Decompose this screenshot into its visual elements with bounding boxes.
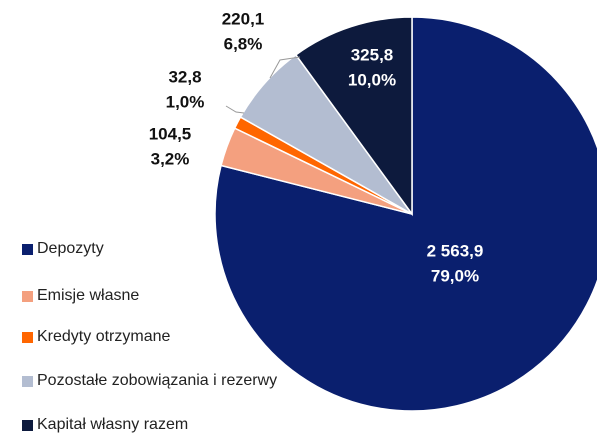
value-label: 220,1 — [222, 9, 265, 28]
percent-label: 10,0% — [348, 70, 396, 89]
value-label: 104,5 — [149, 124, 192, 143]
percent-label: 79,0% — [431, 266, 479, 285]
percent-label: 3,2% — [151, 149, 190, 168]
legend-label: Emisje własne — [37, 287, 140, 304]
legend-label: Pozostałe zobowiązania i rezerwy — [37, 372, 278, 389]
leader-line — [269, 56, 301, 79]
legend-label: Depozyty — [37, 240, 104, 257]
value-label: 325,8 — [351, 45, 394, 64]
legend-swatch — [22, 244, 33, 255]
percent-label: 1,0% — [166, 92, 205, 111]
value-label: 32,8 — [168, 67, 201, 86]
pie-slice — [214, 16, 597, 412]
legend-swatch — [22, 420, 33, 431]
percent-label: 6,8% — [224, 34, 263, 53]
value-label: 2 563,9 — [427, 241, 484, 260]
pie-slice — [294, 16, 413, 217]
legend-label: Kapitał własny razem — [37, 416, 189, 433]
leader-line — [225, 105, 245, 114]
legend-label: Kredyty otrzymane — [37, 328, 171, 345]
legend-item: Emisje własne — [22, 287, 292, 304]
legend-swatch — [22, 291, 33, 302]
legend-item: Depozyty — [22, 240, 292, 257]
legend-item: Kapitał własny razem — [22, 416, 292, 433]
legend-swatch — [22, 376, 33, 387]
legend-item: Kredyty otrzymane — [22, 328, 292, 345]
legend-swatch — [22, 332, 33, 343]
legend-item: Pozostałe zobowiązania i rezerwy — [22, 372, 292, 389]
